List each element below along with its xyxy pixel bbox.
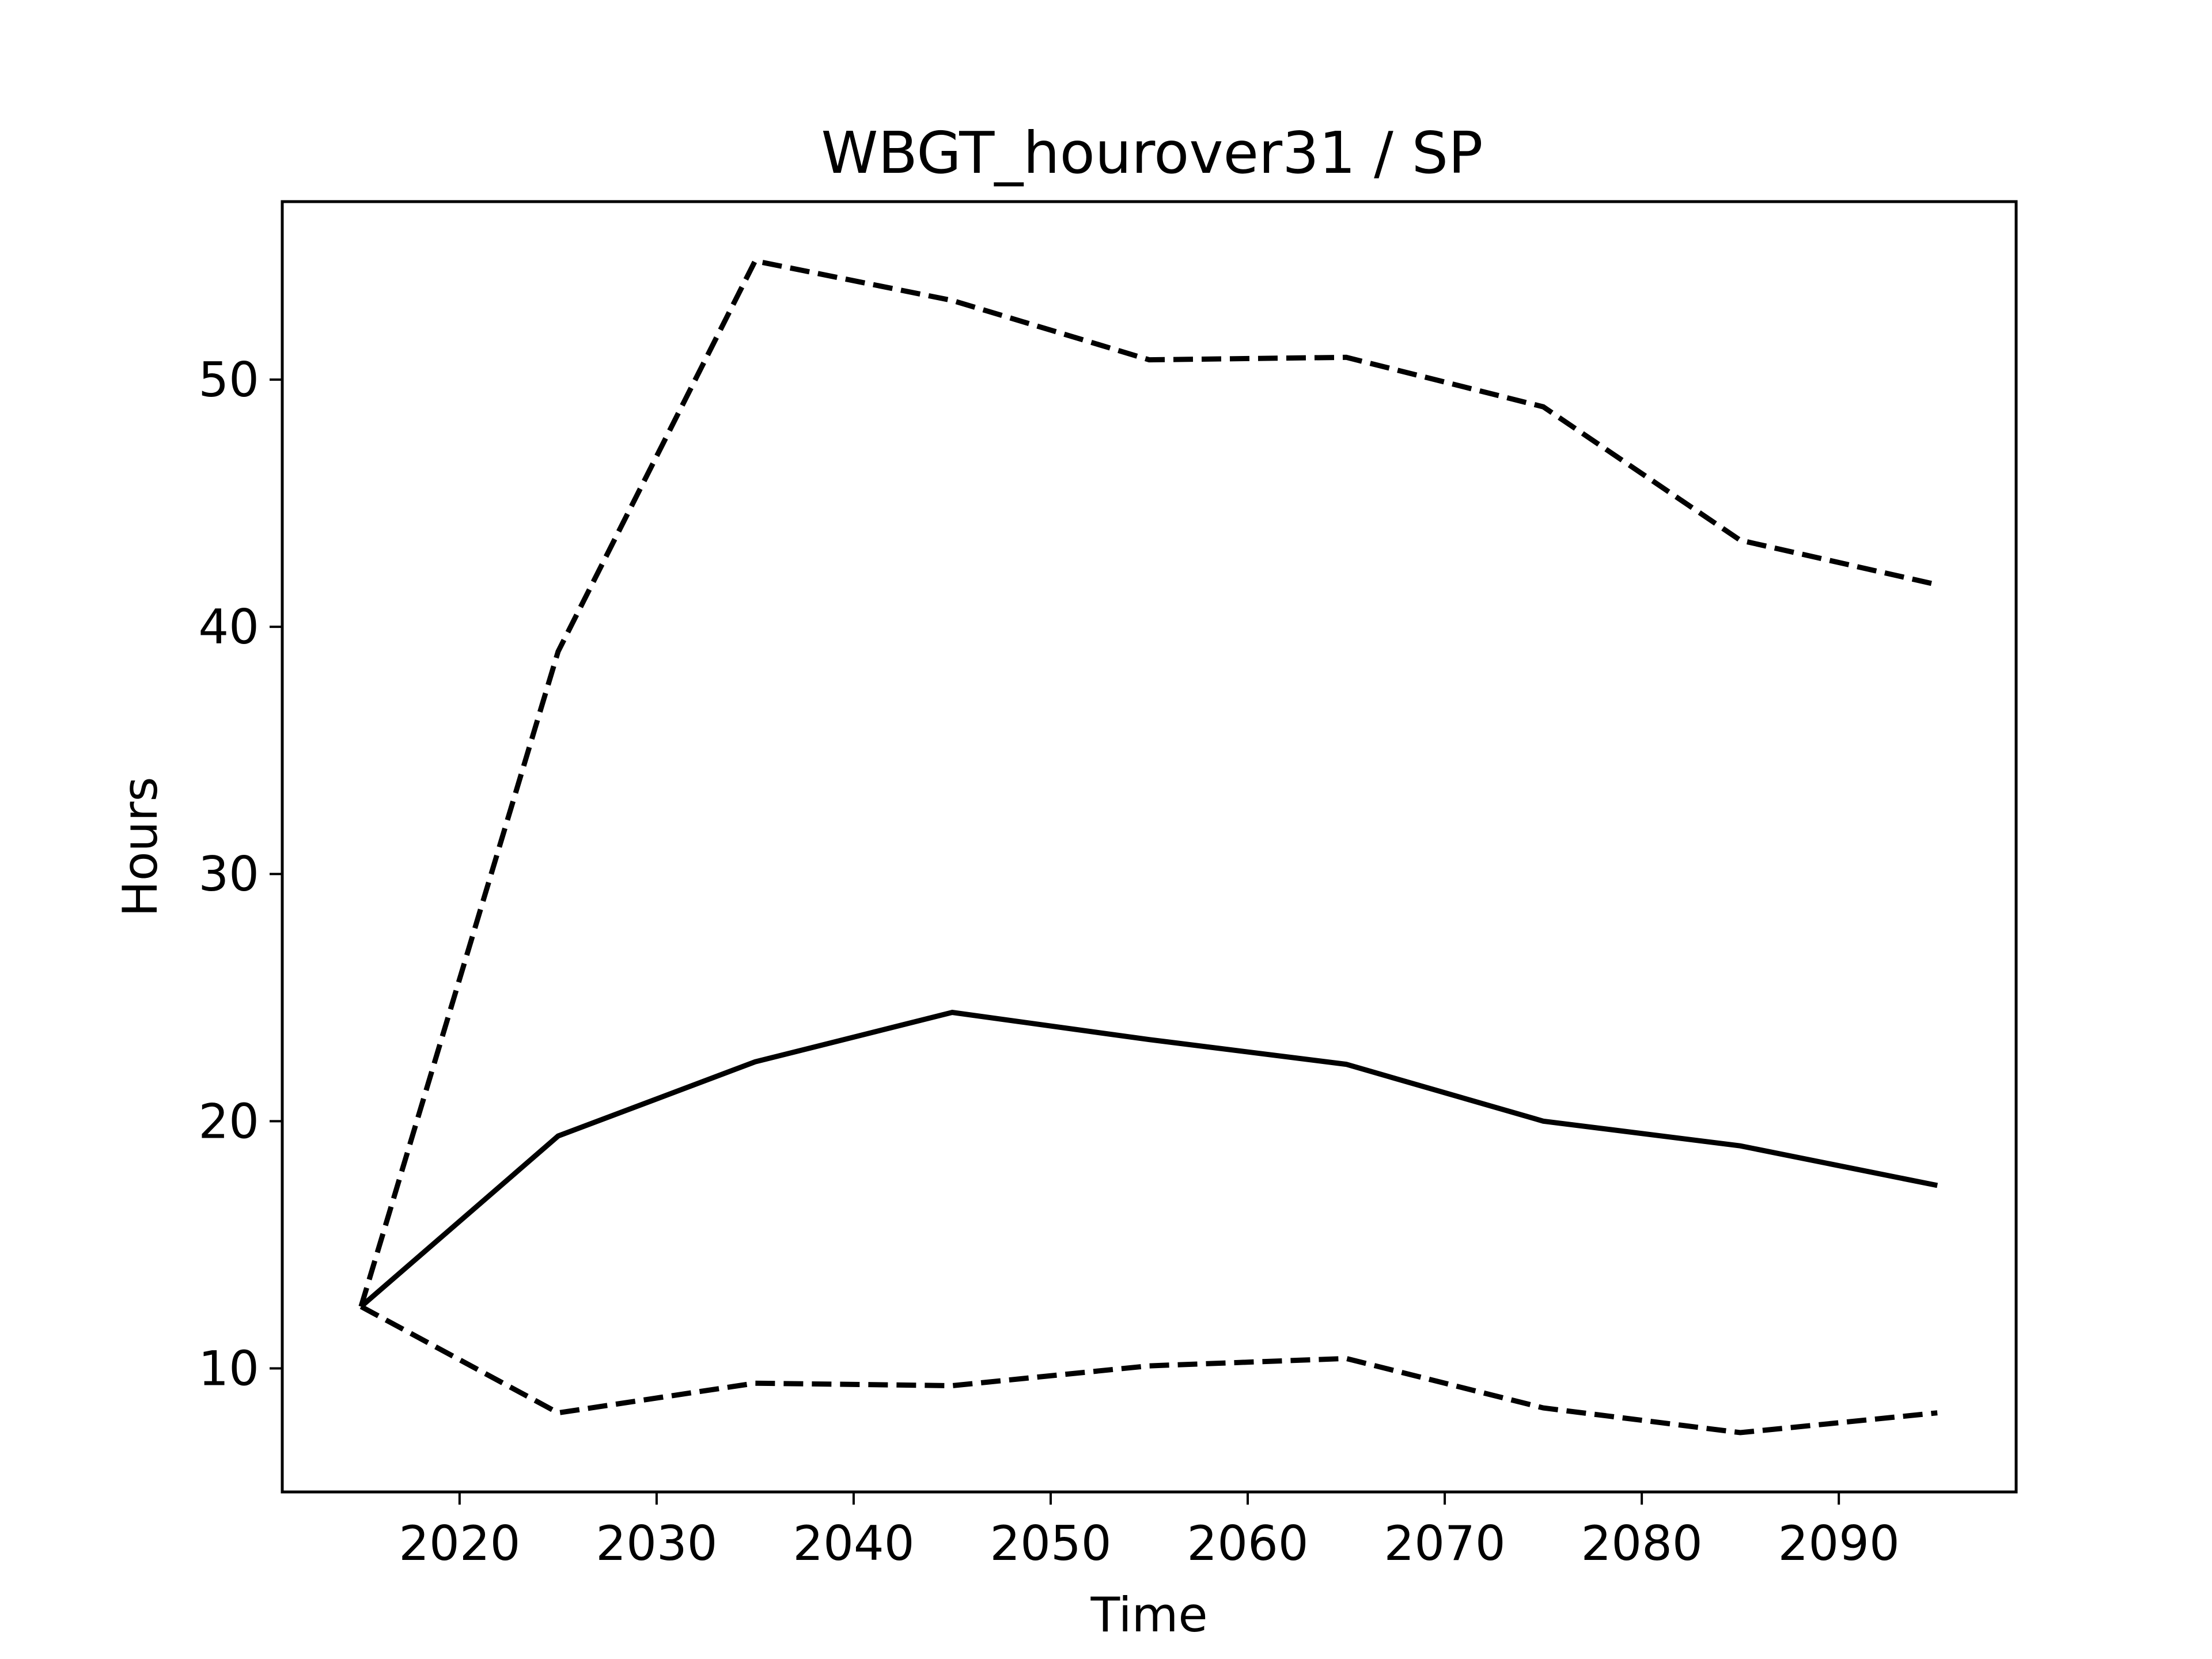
lower-dashed-line: [359, 1304, 1938, 1435]
x-tick-label: 2090: [1778, 1516, 1900, 1571]
y-axis: 10 20 30 40 50: [198, 352, 282, 1396]
chart-title: WBGT_hourover31 / SP: [821, 119, 1483, 187]
y-tick-label: 30: [198, 846, 259, 902]
x-axis: 2020 2030 2040 2050 2060 2070 2080 2090: [399, 1492, 1900, 1571]
x-tick-label: 2080: [1581, 1516, 1702, 1571]
x-tick-label: 2050: [990, 1516, 1111, 1571]
x-tick-label: 2070: [1384, 1516, 1505, 1571]
x-tick-label: 2030: [596, 1516, 717, 1571]
median-line: [359, 1009, 1938, 1309]
plot-lines: [358, 257, 1938, 1435]
y-axis-label: Hours: [112, 777, 168, 916]
x-tick-label: 2040: [793, 1516, 914, 1571]
y-tick-label: 20: [198, 1093, 259, 1149]
plot-frame: [281, 200, 2018, 1494]
x-axis-label: Time: [1090, 1587, 1207, 1643]
x-tick-label: 2060: [1187, 1516, 1308, 1571]
y-tick-label: 10: [198, 1340, 259, 1396]
y-tick-label: 50: [198, 352, 259, 408]
y-tick-label: 40: [198, 599, 259, 655]
upper-dashed-line: [358, 257, 1938, 1308]
x-tick-label: 2020: [399, 1516, 520, 1571]
